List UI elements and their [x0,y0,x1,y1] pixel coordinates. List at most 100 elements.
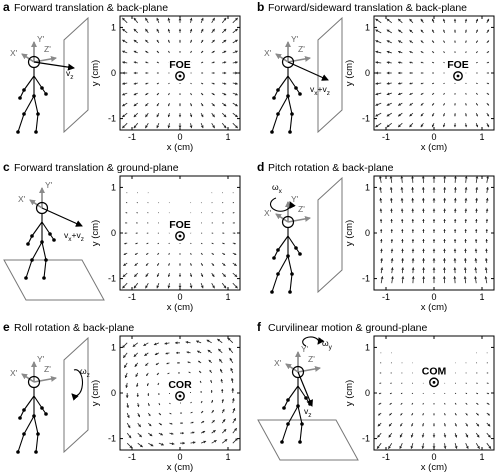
flow-vector-head [156,61,159,64]
flow-vector-head [124,232,127,234]
flow-vector-head [175,341,178,345]
flow-vector-head [401,382,402,384]
flow-vector-head [422,276,426,279]
flow-vector-head [484,276,488,279]
joint-icon [288,130,292,134]
flow-vector-head [179,94,181,96]
flow-vector-head [422,393,424,394]
limb [287,95,293,115]
flow-vector-head [444,403,446,405]
flow-vector-head [189,125,193,129]
flow-vector-head [486,175,490,179]
flow-vector-head [171,432,174,435]
flow-vector-head [182,441,185,445]
flow-vector-head [201,243,203,244]
velocity-part: +v [318,84,328,94]
velocity-label: vz [66,68,74,81]
flow-vector-head [422,208,425,211]
x-axis-arrow [275,53,289,63]
flow-vector-head [390,382,392,384]
flow-vector-head [181,431,184,435]
flow-vector-head [156,103,159,107]
flow-vector-head [125,385,129,388]
flow-vector-head [443,446,447,449]
flow-vector-head [388,434,392,438]
y-axis-label: Y' [291,194,299,204]
x-axis-label: X' [274,358,282,368]
flow-vector-head [455,413,457,416]
panel-title: Roll rotation & back-plane [14,322,134,334]
flow-vector-head [164,341,168,345]
flow-vector-head [443,424,446,427]
flow-vector-head [133,92,137,96]
flow-vector-head [443,267,446,270]
flow-vector-head [400,175,404,179]
flow-vector-head [148,423,152,427]
flow-vector-head [484,258,488,261]
flow-vector-head [235,125,238,129]
flow-vector-head [200,28,204,32]
flow-vector-head [211,400,214,402]
flow-vector-head [422,229,425,232]
panel-title: Forward/sideward translation & back-plan… [268,2,467,14]
flow-vector-head [380,229,383,232]
flow-vector-head [422,248,425,251]
x-axis-arrow [21,53,35,63]
flow-vector-head [389,413,392,416]
focus-marker-dot [178,234,182,238]
joint-icon [36,432,40,436]
flow-vector-head [432,40,434,43]
flow-vector-head [146,232,148,234]
flow-vector-head [422,239,425,242]
flow-vector-head [485,197,489,201]
joint-icon [40,240,44,244]
flow-vector-head [150,443,154,447]
flow-vector-head [409,40,412,43]
flow-vector-head [464,18,468,22]
back-plane [317,176,343,294]
flow-vector-head [487,382,489,384]
flow-vector-head [411,218,415,221]
flow-vector-head [465,434,469,438]
flow-vector-head [210,390,213,392]
flow-vector-head [432,103,434,106]
flow-vector-head [409,113,413,117]
x-axis-title: x (cm) [167,142,193,153]
flow-vector-head [420,103,423,106]
velocity-subscript: z [70,74,73,81]
flow-vector-head [409,51,412,54]
flow-vector-head [390,208,393,211]
flow-vector-head [453,197,457,201]
panel-title: Forward translation & back-plane [14,2,168,14]
flow-vector-head [157,263,159,266]
flow-vector-head [465,445,469,449]
flow-vector-head [400,413,403,416]
flow-vector-head [487,93,489,95]
flow-vector-head [475,114,478,117]
flow-vector-head [476,403,479,405]
flow-vector-head [411,267,415,270]
flow-vector-head [401,229,404,232]
joint-icon [272,96,276,100]
flow-vector-head [167,285,171,289]
flow-vector-head [122,114,126,118]
flow-vector-head [400,208,404,211]
flow-vector-head [217,338,221,342]
flow-vector-head [432,276,436,279]
flow-vector-head [128,435,132,439]
flow-vector-head [432,435,436,438]
flow-vector-head [453,208,457,211]
flow-vector-head [145,82,148,85]
head-icon [27,375,41,389]
flow-vector-head [223,114,227,118]
flow-vector-head [485,248,488,252]
flow-vector-head [465,83,467,84]
back-plane [63,336,89,454]
velocity-part: ω [80,366,87,376]
flow-vector-head [400,403,402,405]
flow-vector-head [220,379,223,382]
flow-vector-head [443,258,446,261]
flow-vector-head [443,229,446,232]
flow-vector-head [155,363,158,365]
